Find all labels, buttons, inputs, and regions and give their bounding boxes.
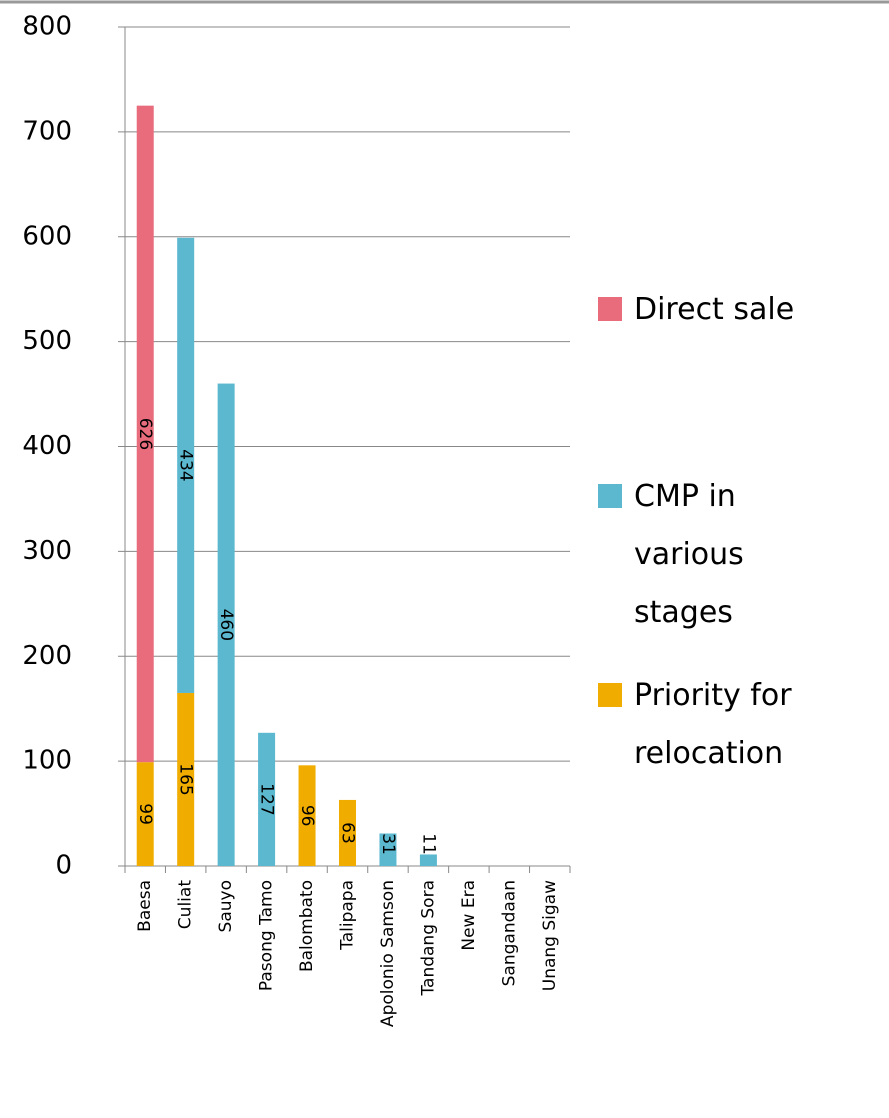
value-label: 11 — [418, 833, 438, 855]
y-tick-label: 300 — [22, 536, 72, 566]
x-tick-label: Sangandaan — [499, 880, 519, 986]
x-tick-label: Baesa — [135, 880, 155, 932]
bar-segment — [258, 732, 276, 866]
legend-swatch — [598, 683, 622, 707]
bar-segment — [339, 799, 356, 866]
y-tick-label: 500 — [22, 326, 72, 356]
bar-segment — [177, 692, 195, 866]
value-label: 434 — [176, 449, 196, 481]
bar-segment — [419, 854, 437, 866]
x-tick-label: Talipapa — [338, 880, 358, 951]
x-tick-label: Sauyo — [216, 880, 236, 932]
x-tick-label: Pasong Tamo — [257, 880, 277, 991]
value-label: 63 — [338, 822, 358, 844]
legend-item: CMP in various stages — [598, 468, 809, 642]
value-label: 96 — [297, 805, 317, 827]
value-label: 460 — [216, 609, 236, 641]
value-label: 626 — [135, 418, 155, 450]
legend-label: Priority for relocation — [634, 678, 792, 771]
value-label: 127 — [257, 783, 277, 815]
y-tick-label: 700 — [22, 116, 72, 146]
value-label: 165 — [176, 763, 196, 795]
value-label: 31 — [378, 833, 398, 855]
bar-segment — [298, 765, 316, 866]
legend-label: Direct sale — [634, 292, 795, 327]
x-tick-label: Tandang Sora — [418, 880, 438, 997]
x-tick-label: Unang Sigaw — [540, 880, 560, 991]
bar-segment — [136, 105, 154, 763]
legend-item: Priority for relocation — [598, 667, 809, 783]
x-tick-label: Apolonio Samson — [378, 880, 398, 1027]
x-tick-label: Balombato — [297, 880, 317, 972]
y-tick-label: 600 — [22, 221, 72, 251]
bar-segment — [177, 237, 195, 693]
bar-segment — [217, 383, 235, 866]
bar-segment — [379, 833, 397, 866]
legend-swatch — [598, 484, 622, 508]
legend-item: Direct sale — [598, 281, 809, 339]
x-tick-label: Culiat — [176, 880, 196, 930]
value-label: 99 — [135, 803, 155, 825]
legend-label: CMP in various stages — [634, 479, 744, 630]
y-tick-label: 200 — [22, 641, 72, 671]
y-tick-label: 100 — [22, 746, 72, 776]
y-tick-label: 800 — [22, 12, 72, 42]
y-tick-label: 400 — [22, 431, 72, 461]
y-tick-label: 0 — [55, 851, 72, 881]
x-tick-label: New Era — [459, 880, 479, 951]
bar-segment — [136, 762, 154, 866]
legend-swatch — [598, 297, 622, 321]
